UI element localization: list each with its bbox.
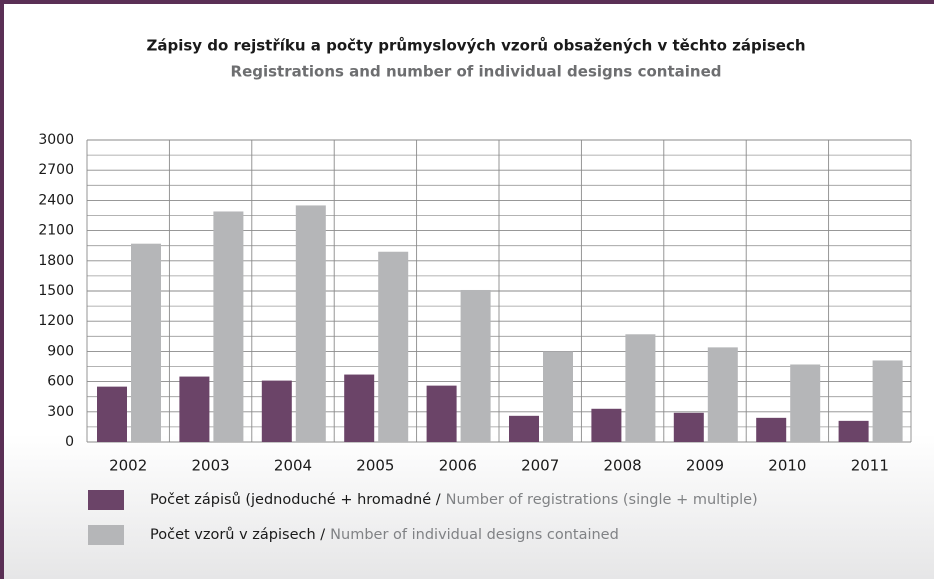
bar xyxy=(378,251,409,442)
legend-swatch xyxy=(88,490,124,510)
x-tick-label: 2005 xyxy=(356,457,394,475)
bar xyxy=(131,243,161,442)
chart-subtitle: Registrations and number of individual d… xyxy=(231,63,722,81)
bar xyxy=(543,351,573,442)
y-tick-label: 2400 xyxy=(38,192,74,208)
bar xyxy=(872,360,903,442)
bar xyxy=(97,386,127,442)
chart-title: Zápisy do rejstříku a počty průmyslových… xyxy=(146,37,805,55)
y-tick-label: 3000 xyxy=(38,132,74,148)
legend-name: Počet zápisů (jednoduché + hromadné / xyxy=(150,492,441,508)
legend-name: Počet vzorů v zápisech / xyxy=(150,527,325,543)
legend-label: Počet vzorů v zápisech / Number of indivi… xyxy=(150,527,619,543)
bar xyxy=(426,385,457,442)
x-tick-label: 2011 xyxy=(851,457,889,475)
y-tick-label: 300 xyxy=(47,404,74,420)
bar xyxy=(460,289,491,442)
y-tick-label: 1500 xyxy=(38,283,74,299)
bar xyxy=(295,205,326,442)
bar xyxy=(179,376,210,442)
y-tick-label: 1800 xyxy=(38,253,74,269)
x-tick-label: 2008 xyxy=(604,457,642,475)
y-tick-label: 900 xyxy=(47,343,74,359)
bar xyxy=(625,334,656,442)
bar xyxy=(213,211,244,442)
x-tick-label: 2003 xyxy=(192,457,230,475)
bar xyxy=(261,380,292,442)
bar xyxy=(707,347,738,442)
x-tick-label: 2004 xyxy=(274,457,312,475)
legend-label: Počet zápisů (jednoduché + hromadné / Num… xyxy=(150,492,758,508)
bar xyxy=(509,415,539,442)
x-tick-label: 2009 xyxy=(686,457,724,475)
x-tick-label: 2010 xyxy=(768,457,806,475)
x-tick-label: 2007 xyxy=(521,457,559,475)
y-tick-label: 600 xyxy=(47,374,74,390)
bar xyxy=(673,412,704,442)
x-tick-label: 2002 xyxy=(109,457,147,475)
legend-name-en: Number of registrations (single + multip… xyxy=(446,492,758,508)
y-tick-label: 2100 xyxy=(38,223,74,239)
y-tick-label: 2700 xyxy=(38,162,74,178)
legend-swatch xyxy=(88,525,124,545)
bar xyxy=(756,417,787,442)
y-tick-label: 0 xyxy=(65,434,74,450)
bar xyxy=(591,408,622,442)
legend-name-en: Number of individual designs contained xyxy=(330,527,619,543)
x-tick-label: 2006 xyxy=(439,457,477,475)
bar xyxy=(790,364,821,442)
bar xyxy=(838,420,869,442)
bar xyxy=(344,374,375,442)
y-tick-label: 1200 xyxy=(38,313,74,329)
